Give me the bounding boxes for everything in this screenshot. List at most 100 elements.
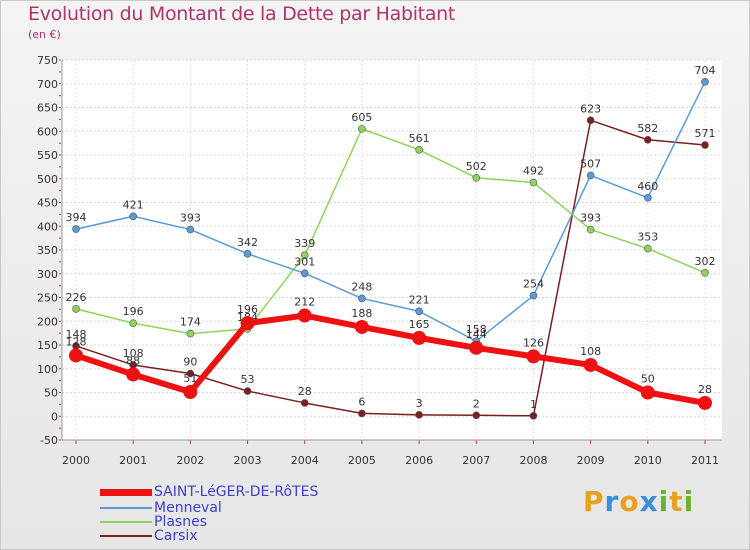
data-point	[243, 387, 252, 395]
data-label: 460	[637, 180, 658, 193]
brand-letter: P	[583, 485, 605, 518]
x-tick-label: 2010	[634, 454, 662, 467]
y-tick-label: 400	[37, 220, 58, 233]
data-label: 353	[637, 231, 658, 244]
data-point	[186, 369, 195, 378]
data-point	[698, 395, 712, 410]
brand-letter: r	[604, 485, 620, 518]
data-point	[186, 225, 195, 234]
data-label: 90	[183, 356, 197, 369]
data-label: 342	[237, 236, 258, 249]
data-point	[300, 251, 309, 260]
data-label: 605	[351, 111, 372, 124]
data-label: 158	[466, 323, 487, 336]
legend-swatch	[100, 507, 152, 509]
y-tick-label: 500	[37, 173, 58, 186]
data-label: 421	[123, 198, 144, 211]
data-label: 507	[580, 157, 601, 170]
y-tick-label: 350	[37, 244, 58, 257]
data-label: 393	[180, 212, 201, 225]
data-label: 88	[126, 354, 140, 367]
x-tick-label: 2003	[234, 454, 262, 467]
data-label: 126	[523, 336, 544, 349]
data-point	[240, 316, 255, 331]
y-tick-label: 0	[51, 410, 58, 423]
y-tick-label: 650	[37, 102, 58, 115]
data-point	[701, 268, 709, 277]
data-label: 108	[123, 347, 144, 360]
data-label: 28	[298, 385, 312, 398]
data-label: 148	[66, 328, 87, 341]
data-label: 196	[237, 303, 258, 316]
data-label: 502	[466, 160, 487, 173]
data-point	[358, 409, 366, 418]
data-point	[469, 340, 484, 355]
legend-swatch	[100, 488, 152, 496]
x-tick-label: 2009	[577, 454, 605, 467]
data-label: 302	[695, 255, 716, 268]
legend-label: Plasnes	[154, 514, 207, 530]
data-point	[644, 136, 652, 144]
series-line-3	[75, 119, 706, 417]
data-point	[69, 348, 83, 363]
data-label: 582	[637, 122, 658, 135]
data-label: 212	[294, 296, 315, 309]
x-tick-label: 2000	[62, 454, 90, 467]
data-point	[126, 367, 141, 382]
data-point	[186, 329, 195, 338]
series-line-0	[75, 312, 706, 406]
data-point	[644, 193, 652, 202]
chart-subtitle: (en €)	[28, 28, 61, 41]
data-point	[529, 291, 538, 300]
data-label: 196	[123, 305, 144, 318]
brand-letter: t	[669, 485, 684, 518]
data-point	[72, 305, 80, 313]
data-point	[586, 116, 595, 125]
data-point	[300, 269, 309, 278]
data-label: 339	[294, 237, 315, 250]
data-label: 6	[358, 395, 365, 408]
chart-title: Evolution du Montant de la Dette par Hab…	[28, 3, 456, 25]
data-point	[586, 225, 595, 234]
data-point	[415, 411, 423, 419]
data-point	[72, 225, 80, 233]
legend-label: Carsix	[154, 528, 198, 544]
data-label: 50	[641, 373, 655, 386]
data-point	[472, 174, 481, 182]
data-label: 226	[66, 291, 87, 304]
legend-swatch	[100, 521, 152, 523]
data-label: 53	[241, 373, 255, 386]
y-tick-label: 700	[37, 78, 58, 91]
y-tick-label: 50	[44, 387, 58, 400]
data-point	[129, 319, 137, 327]
x-tick-label: 2002	[176, 454, 204, 467]
brand-letter: i	[683, 485, 695, 518]
y-tick-label: 200	[37, 315, 58, 328]
data-label: 394	[66, 211, 87, 224]
data-label: 301	[294, 255, 315, 268]
y-tick-label: 100	[37, 363, 58, 376]
data-point	[529, 411, 538, 420]
y-tick-label: 600	[37, 125, 58, 138]
data-label: 144	[466, 328, 487, 341]
legend-label: Menneval	[154, 500, 222, 516]
brand-letter: o	[619, 485, 640, 518]
x-tick-label: 2008	[519, 454, 547, 467]
data-label: 128	[66, 335, 87, 348]
data-point	[415, 145, 423, 154]
data-label: 623	[580, 102, 601, 115]
y-tick-label: 450	[37, 197, 58, 210]
x-tick-label: 2011	[691, 454, 719, 467]
series-line-2	[75, 128, 706, 335]
y-tick-label: 550	[37, 149, 58, 162]
y-tick-label: 250	[37, 292, 58, 305]
data-point	[415, 307, 423, 316]
data-point	[358, 294, 366, 303]
data-label: 28	[698, 383, 712, 396]
data-label: 254	[523, 278, 544, 291]
data-point	[583, 357, 598, 372]
data-label: 492	[523, 165, 544, 178]
data-label: 2	[473, 397, 480, 410]
data-point	[297, 308, 312, 323]
